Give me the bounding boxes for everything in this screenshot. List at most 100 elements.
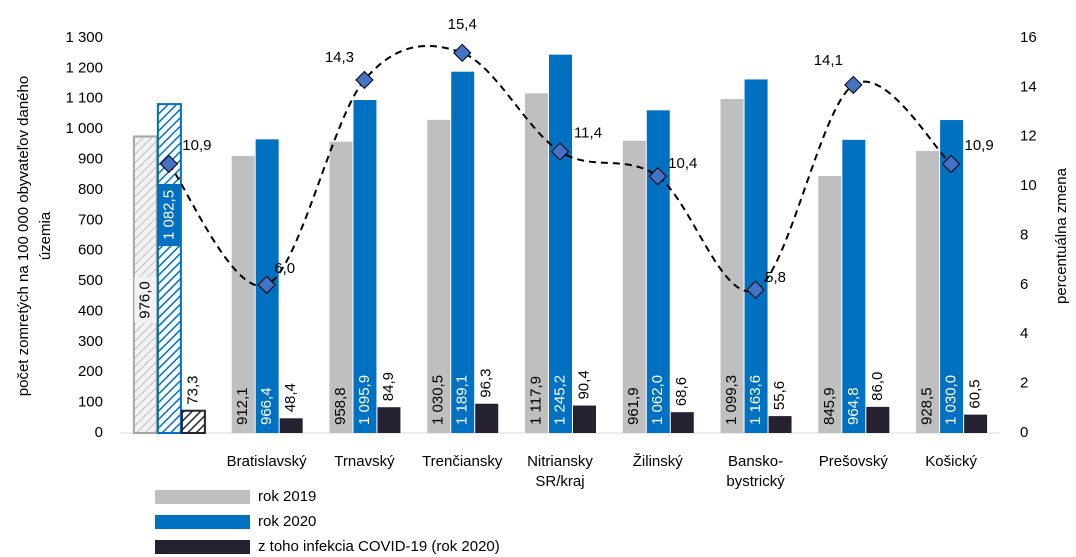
value-label: 6,0: [274, 260, 295, 277]
y-tick-label: 300: [78, 333, 103, 350]
value-label: 10,4: [668, 155, 697, 172]
x-tick-label: Bansko-: [728, 453, 783, 470]
y-axis-title: územia: [37, 211, 54, 260]
x-tick-label: Košický: [925, 453, 977, 470]
bar: [451, 71, 475, 434]
marker: [844, 75, 863, 95]
y-tick-label: 0: [95, 424, 103, 441]
y-tick-label: 400: [78, 302, 103, 319]
y-axis-title: počet zomretých na 100 000 obyvateľov da…: [15, 76, 32, 396]
bar: [475, 403, 499, 433]
legend-swatch: [155, 540, 250, 554]
marker: [648, 167, 667, 186]
legend-swatch: [155, 515, 250, 529]
bar: [329, 141, 353, 433]
legend-label: rok 2020: [258, 513, 316, 530]
legend-swatch: [155, 490, 250, 504]
value-label: 976,0: [136, 281, 153, 319]
x-axis-title: SR/kraj: [535, 473, 584, 490]
value-label: 961,9: [625, 387, 642, 425]
value-label: 912,1: [234, 387, 251, 425]
bar: [866, 406, 890, 433]
y-tick-label: 100: [78, 394, 103, 411]
bar: [377, 407, 401, 433]
value-label: 1 099,3: [723, 375, 740, 425]
bar: [427, 119, 451, 433]
bar: [231, 155, 255, 433]
y2-axis-title: percentuálna zmena: [1053, 167, 1070, 304]
bar: [842, 139, 866, 433]
marker: [453, 43, 472, 63]
value-label: 1 082,5: [160, 190, 177, 240]
value-label: 958,8: [332, 387, 349, 425]
value-label: 1 095,9: [356, 375, 373, 425]
x-tick-label: Trnavský: [334, 453, 395, 470]
marker: [941, 154, 961, 174]
bar: [353, 100, 377, 433]
x-tick-label: Nitriansky: [527, 453, 593, 470]
marker: [159, 154, 179, 174]
value-label: 1 117,9: [527, 376, 544, 425]
value-label: 90,4: [575, 370, 592, 399]
value-label: 1 030,5: [430, 375, 447, 425]
y2-tick-label: 6: [1020, 276, 1028, 293]
value-label: 11,4: [574, 125, 602, 142]
y2-tick-label: 12: [1020, 128, 1037, 145]
bar: [156, 103, 182, 434]
value-label: 10,9: [182, 137, 211, 154]
marker: [746, 280, 765, 300]
y2-tick-label: 2: [1020, 375, 1028, 392]
bar: [744, 79, 768, 434]
value-label: 14,3: [325, 49, 354, 66]
y2-tick-label: 4: [1020, 325, 1028, 342]
value-label: 1 245,2: [551, 375, 568, 425]
value-label: 964,8: [845, 387, 862, 425]
value-label: 14,1: [814, 52, 843, 69]
y-tick-label: 900: [78, 151, 103, 168]
y-tick-label: 500: [78, 272, 103, 289]
legend-label: z toho infekcia COVID-19 (rok 2020): [258, 538, 500, 555]
x-tick-label: Trenčiansky: [422, 453, 503, 470]
y2-tick-label: 10: [1020, 177, 1037, 194]
x-tick-label: Žilinský: [633, 453, 684, 470]
bar: [768, 416, 792, 433]
value-label: 845,9: [821, 387, 838, 425]
y-tick-label: 1 200: [65, 59, 103, 76]
y-tick-label: 600: [78, 242, 103, 259]
y-tick-label: 200: [78, 363, 103, 380]
value-label: 60,5: [967, 379, 984, 408]
bar: [525, 93, 548, 433]
value-label: 5,8: [765, 269, 786, 286]
value-label: 96,3: [478, 369, 495, 398]
value-label: 15,4: [448, 16, 477, 33]
legend-label: rok 2019: [258, 488, 316, 505]
x-tick-label: Bratislavský: [227, 453, 308, 470]
bar: [670, 412, 694, 433]
y-tick-label: 800: [78, 181, 103, 198]
value-label: 48,4: [282, 383, 299, 412]
y2-tick-label: 0: [1020, 424, 1028, 441]
bar: [573, 405, 596, 433]
marker: [257, 275, 276, 295]
y-tick-label: 1 300: [65, 29, 103, 46]
x-tick-label: bystrický: [726, 473, 785, 490]
bar: [646, 110, 670, 434]
value-label-box: [158, 184, 181, 246]
value-label: 73,3: [184, 376, 201, 405]
value-label: 1 189,1: [454, 375, 471, 425]
y-tick-label: 700: [78, 211, 103, 228]
bar: [279, 418, 303, 433]
value-label: 966,4: [258, 387, 275, 425]
y-tick-label: 1 100: [65, 90, 103, 107]
value-label: 55,6: [771, 381, 788, 410]
value-label: 84,9: [380, 372, 397, 401]
value-label: 1 030,0: [943, 375, 960, 425]
bar: [622, 140, 646, 433]
bar: [720, 98, 744, 433]
y2-tick-label: 16: [1020, 29, 1037, 46]
value-label-box: [134, 277, 157, 323]
bar: [916, 150, 940, 433]
value-label: 10,9: [965, 137, 994, 154]
value-label: 1 163,6: [747, 375, 764, 425]
